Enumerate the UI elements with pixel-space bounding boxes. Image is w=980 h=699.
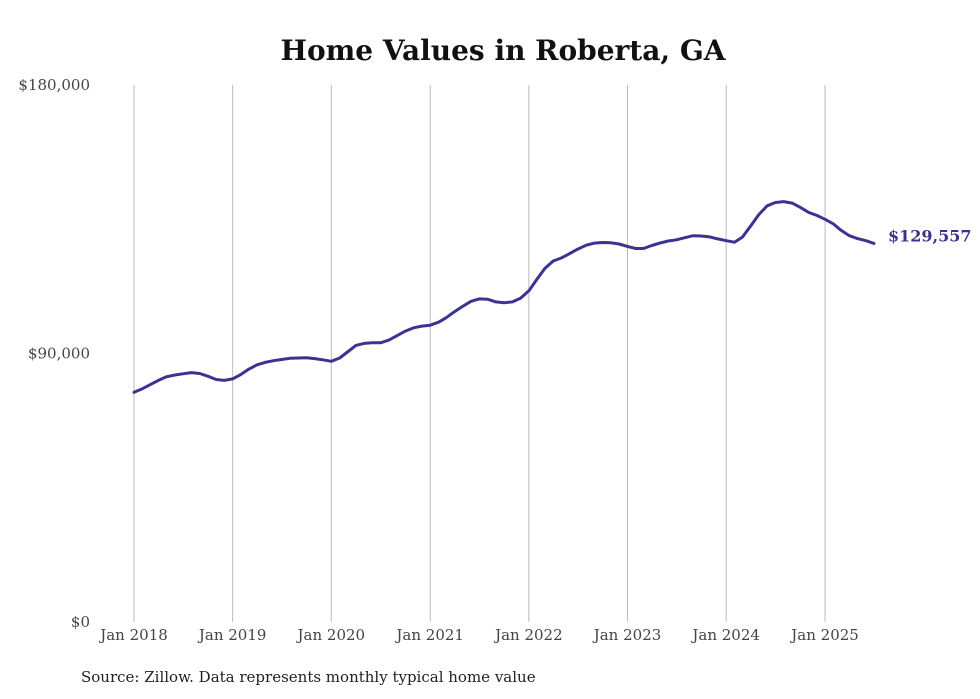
x-axis-ticks: Jan 2018 Jan 2019 Jan 2020 Jan 2021 Jan 2022… xyxy=(98,626,859,644)
x-tick-label: Jan 2022 xyxy=(493,626,563,644)
y-axis-ticks: $0 $90,000 $180,000 xyxy=(18,76,90,631)
y-tick-label: $90,000 xyxy=(28,345,90,363)
y-tick-label: $0 xyxy=(71,613,90,631)
x-tick-label: Jan 2025 xyxy=(789,626,859,644)
x-tick-label: Jan 2023 xyxy=(592,626,662,644)
x-tick-label: Jan 2020 xyxy=(296,626,366,644)
series-line xyxy=(132,200,876,394)
chart-title: Home Values in Roberta, GA xyxy=(281,34,727,67)
source-note: Source: Zillow. Data represents monthly … xyxy=(81,668,536,686)
x-tick-label: Jan 2018 xyxy=(98,626,168,644)
x-tick-label: Jan 2021 xyxy=(394,626,464,644)
x-tick-label: Jan 2024 xyxy=(690,626,760,644)
grid-lines xyxy=(133,85,826,622)
y-tick-label: $180,000 xyxy=(18,76,90,94)
x-tick-label: Jan 2019 xyxy=(197,626,267,644)
end-value-label: $129,557 xyxy=(888,226,972,245)
